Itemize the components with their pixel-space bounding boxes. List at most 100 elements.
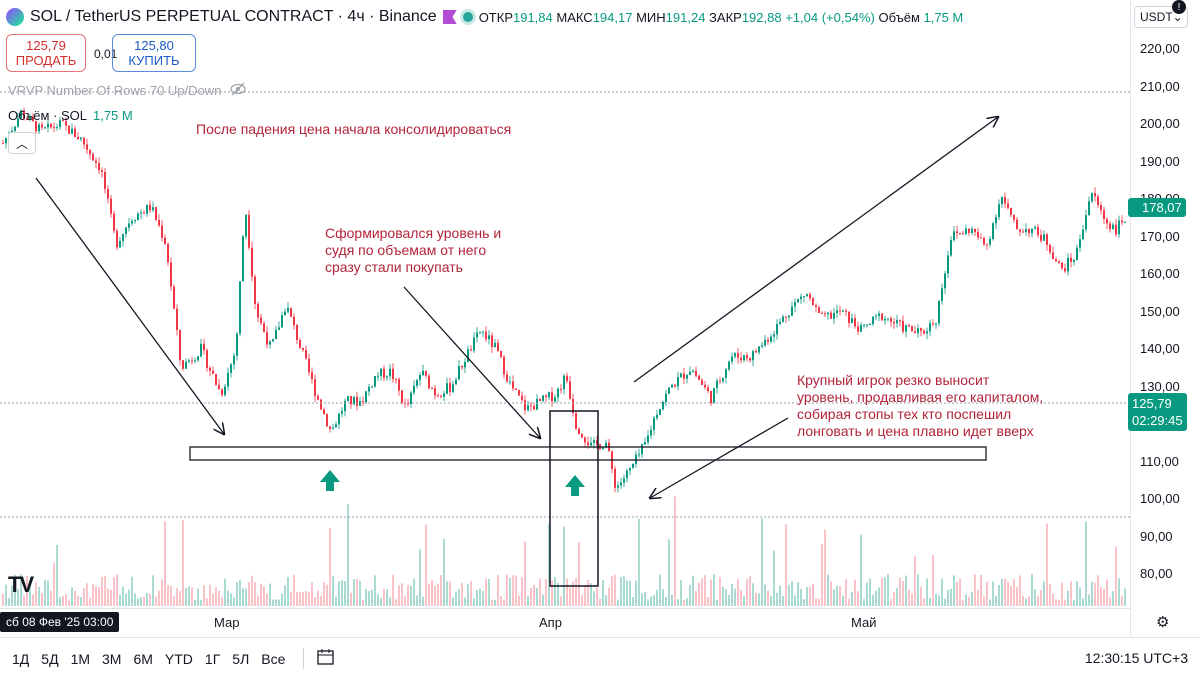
range-1d[interactable]: 1Д — [12, 650, 30, 667]
range-1m[interactable]: 1М — [70, 650, 91, 667]
candle-body — [680, 373, 682, 378]
volume-bar — [1037, 595, 1039, 606]
volume-bar — [569, 587, 571, 606]
candle-body — [686, 375, 688, 379]
volume-bar — [947, 589, 949, 606]
volume-bar — [260, 583, 262, 606]
price-axis[interactable] — [1130, 0, 1200, 636]
price-tick: 190,00 — [1140, 153, 1180, 169]
volume-bar — [527, 596, 529, 606]
volume-bar — [416, 595, 418, 606]
tradingview-logo[interactable]: TV — [8, 572, 34, 597]
candle-body — [1106, 219, 1108, 224]
candle-body — [374, 375, 376, 387]
range-1y[interactable]: 1Г — [204, 650, 221, 667]
candle-body — [758, 346, 760, 353]
candle-body — [725, 369, 727, 378]
volume-header-value: 1,75 M — [923, 9, 964, 25]
volume-bar — [1100, 587, 1102, 606]
candle-body — [962, 233, 964, 235]
volume-bar — [698, 582, 700, 606]
candle-body — [953, 231, 955, 241]
candle-body — [1091, 193, 1093, 202]
candle-body — [233, 355, 235, 365]
collapse-chevron-up-icon[interactable]: ︿ — [8, 132, 36, 154]
candle-body — [938, 300, 940, 324]
range-5d[interactable]: 5Д — [41, 650, 59, 667]
volume-bar — [281, 593, 283, 606]
candle-body — [980, 237, 982, 239]
candle-body — [986, 244, 988, 246]
range-6m[interactable]: 6М — [133, 650, 153, 667]
volume-bar — [74, 590, 76, 606]
annotation-consolidation-text: После падения цена начала консолидироват… — [196, 121, 512, 137]
candle-body — [1112, 224, 1114, 230]
candle-body — [89, 149, 91, 155]
range-all[interactable]: Все — [261, 650, 286, 667]
volume-bar — [638, 518, 640, 606]
candle-body — [851, 318, 853, 323]
range-3m[interactable]: 3М — [102, 650, 122, 667]
volume-bar — [209, 584, 211, 606]
candle-body — [1115, 224, 1117, 235]
volume-bar — [68, 599, 70, 606]
open-label: ОТКР — [478, 9, 513, 25]
candle-body — [491, 335, 493, 348]
time-label-may: Май — [851, 615, 877, 630]
vrvp-indicator[interactable]: VRVP Number Of Rows 70 Up/Down — [8, 82, 247, 99]
volume-bar — [62, 595, 64, 606]
candle-body — [1016, 219, 1018, 230]
volume-bar — [932, 555, 934, 606]
candle-body — [119, 240, 121, 248]
volume-bar — [446, 581, 448, 606]
clock[interactable]: 12:30:15 UTC+3 — [1084, 650, 1188, 666]
sell-button[interactable]: 125,79 ПРОДАТЬ — [6, 34, 86, 72]
candle-body — [2, 143, 4, 145]
calendar-icon[interactable] — [303, 648, 336, 669]
volume-bar — [917, 574, 919, 606]
volume-bar — [611, 575, 613, 606]
volume-bar — [926, 578, 928, 606]
candle-body — [101, 170, 103, 172]
settings-gear-icon[interactable]: ⚙ — [1156, 614, 1170, 631]
time-label-apr: Апр — [539, 615, 562, 630]
info-icon[interactable]: ! — [1172, 0, 1186, 14]
volume-bar — [713, 574, 715, 606]
candle-body — [836, 310, 838, 313]
candle-body — [260, 317, 262, 324]
volume-bar — [488, 579, 490, 606]
high-value: 194,17 — [592, 9, 633, 25]
volume-bar — [797, 582, 799, 606]
candle-body — [1010, 207, 1012, 215]
candle-body — [743, 355, 745, 361]
flag-icon[interactable] — [442, 10, 457, 24]
volume-bar — [722, 586, 724, 606]
volume-bar — [719, 577, 721, 606]
range-5y[interactable]: 5Л — [232, 650, 250, 667]
eye-hidden-icon[interactable] — [229, 82, 247, 99]
volume-bar — [554, 577, 556, 606]
candle-body — [386, 376, 388, 378]
volume-bar — [845, 579, 847, 606]
volume-bar — [227, 590, 229, 606]
candle-body — [905, 325, 907, 332]
candle-body — [779, 321, 781, 324]
volume-bar — [1058, 599, 1060, 606]
volume-bar — [152, 575, 154, 606]
candle-body — [557, 388, 559, 398]
candle-body — [410, 392, 412, 404]
time-axis[interactable] — [0, 608, 1130, 636]
currency-label: USDT — [1140, 10, 1173, 24]
candle-body — [584, 437, 586, 443]
volume-bar — [1079, 587, 1081, 606]
symbol-title[interactable]: SOL / TetherUS PERPETUAL CONTRACT · 4ч ·… — [30, 8, 437, 25]
candle-body — [788, 315, 790, 318]
buy-button[interactable]: 125,80 КУПИТЬ — [112, 34, 196, 72]
volume-bar — [131, 576, 133, 606]
candle-body — [245, 214, 247, 237]
candle-body — [194, 360, 196, 362]
price-chart[interactable] — [0, 0, 1130, 608]
range-ytd[interactable]: YTD — [164, 650, 193, 667]
volume-indicator[interactable]: Объём · SOL 1,75 M — [8, 108, 133, 123]
